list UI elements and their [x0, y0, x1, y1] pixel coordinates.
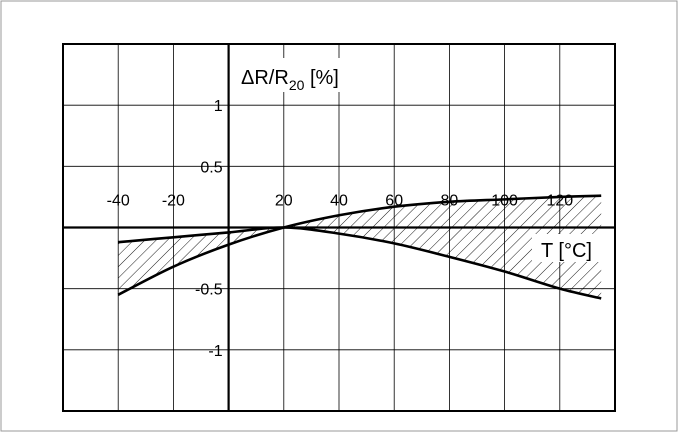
y-tick-label: -1	[208, 343, 222, 360]
plot-frame	[62, 43, 616, 412]
x-tick-label: -40	[107, 193, 130, 210]
axes	[63, 44, 615, 411]
tolerance-band	[118, 195, 602, 299]
x-tick-label: 120	[546, 193, 573, 210]
x-axis-label: T [°C]	[541, 240, 592, 262]
y-tick-label: -0.5	[195, 282, 223, 299]
grid	[63, 44, 615, 411]
y-axis-label: ΔR/R20 [%]	[241, 67, 339, 93]
x-tick-label: 20	[275, 193, 293, 210]
y-tick-label: 0.5	[200, 159, 222, 176]
x-tick-label: -20	[162, 193, 185, 210]
ylabel-backdrop	[238, 58, 378, 92]
x-tick-label: 100	[491, 193, 518, 210]
x-tick-label: 80	[441, 193, 459, 210]
y-tick-label: 1	[214, 98, 223, 115]
xlabel-backdrop	[532, 234, 610, 262]
curve-series-2	[117, 194, 602, 296]
tick-labels: -40 -20 20 40 60 80 100 120 1 0.5 -0.5 -1	[107, 98, 574, 360]
x-tick-label: 60	[385, 193, 403, 210]
curve-series-1	[118, 226, 602, 300]
x-tick-label: 40	[330, 193, 348, 210]
curves	[117, 194, 602, 300]
